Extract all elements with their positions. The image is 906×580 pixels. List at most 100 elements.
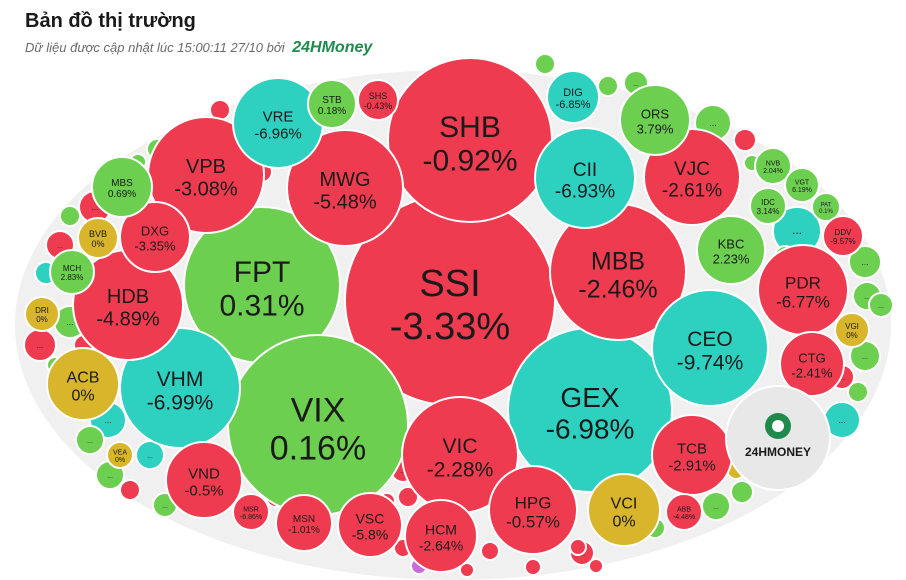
bubble-vhm[interactable]: [119, 327, 241, 449]
bubble-ddv[interactable]: [822, 215, 864, 257]
filler-bubble[interactable]: [480, 541, 500, 561]
bubble-vgt[interactable]: [784, 167, 820, 203]
ticker-label-vea: VEA: [113, 449, 127, 456]
more-label: ...: [57, 243, 63, 250]
brand-name[interactable]: 24HMoney: [292, 39, 373, 56]
ticker-label-ctg: CTG: [798, 351, 825, 366]
more-label: ...: [87, 438, 93, 445]
bubble-idc[interactable]: [749, 187, 787, 225]
ticker-label-stb: STB: [322, 95, 342, 106]
change-label-vnd: -0.5%: [184, 482, 223, 499]
change-label-abb: -4.48%: [673, 514, 695, 521]
filler-bubble[interactable]: [848, 245, 882, 279]
change-label-bvb: 0%: [91, 239, 104, 249]
ticker-label-vre: VRE: [263, 109, 294, 126]
filler-bubble[interactable]: [597, 75, 619, 97]
bubble-vea[interactable]: [106, 441, 134, 469]
more-label: ...: [92, 203, 99, 212]
filler-bubble[interactable]: [868, 292, 894, 318]
change-label-acb: 0%: [71, 387, 94, 404]
bubble-shs[interactable]: [357, 79, 399, 121]
bubble-vsc[interactable]: [337, 492, 403, 558]
more-label: ...: [838, 415, 846, 425]
ticker-label-ceo: CEO: [687, 328, 733, 351]
bubble-nvb[interactable]: [754, 147, 792, 185]
filler-bubble[interactable]: [534, 53, 556, 75]
change-label-hdb: -4.89%: [96, 308, 160, 330]
bubble-pat[interactable]: [811, 192, 841, 222]
filler-bubble[interactable]: [459, 562, 475, 578]
bubble-msn[interactable]: [275, 494, 333, 552]
bubble-dri[interactable]: [24, 296, 60, 332]
bubble-vgi[interactable]: [834, 312, 870, 348]
change-label-ddv: -9.57%: [830, 237, 855, 246]
filler-bubble[interactable]: [847, 381, 869, 403]
bubble-dxg[interactable]: [119, 201, 191, 273]
update-info: Dữ liệu được cập nhật lúc 15:00:11 27/10…: [25, 39, 372, 57]
filler-bubble[interactable]: [569, 538, 587, 556]
filler-bubble[interactable]: [524, 558, 542, 576]
ticker-label-pat: PAT: [821, 202, 832, 208]
filler-bubble[interactable]: [588, 558, 604, 574]
more-label: ...: [709, 118, 717, 128]
ticker-label-cii: CII: [573, 160, 597, 181]
ticker-label-ors: ORS: [641, 107, 670, 122]
change-label-vea: 0%: [115, 457, 125, 464]
ticker-label-shb: SHB: [439, 111, 501, 144]
more-label: ...: [864, 294, 870, 301]
ticker-label-vhm: VHM: [157, 368, 204, 391]
filler-bubble[interactable]: [75, 425, 105, 455]
bubble-cii[interactable]: [534, 127, 636, 229]
ticker-label-mwg: MWG: [319, 169, 370, 191]
bubble-ors[interactable]: [619, 84, 691, 156]
bubble-acb[interactable]: [46, 347, 120, 421]
change-label-ors: 3.79%: [637, 121, 674, 136]
bubble-bvb[interactable]: [77, 217, 119, 259]
filler-bubble[interactable]: [119, 479, 141, 501]
more-label: ...: [104, 415, 112, 425]
ticker-label-vsc: VSC: [356, 511, 385, 527]
bubble-dig[interactable]: [546, 70, 600, 124]
ticker-label-hpg: HPG: [515, 493, 552, 512]
bubble-mbs[interactable]: [91, 156, 153, 218]
ticker-label-hcm: HCM: [425, 522, 457, 538]
change-label-mbs: 0.69%: [108, 189, 136, 200]
bubble-stb[interactable]: [307, 79, 357, 129]
ticker-label-mbb: MBB: [591, 248, 645, 276]
more-label: ...: [147, 453, 153, 460]
bubble-vnd[interactable]: [165, 441, 243, 519]
change-label-mwg: -5.48%: [313, 191, 377, 213]
bubble-hpg[interactable]: [488, 465, 578, 555]
ticker-label-kbc: KBC: [718, 237, 745, 252]
change-label-hpg: -0.57%: [506, 512, 560, 531]
filler-bubble[interactable]: [730, 480, 754, 504]
bubble-ceo[interactable]: [651, 289, 769, 407]
ticker-label-idc: IDC: [761, 198, 775, 207]
change-label-gex: -6.98%: [546, 414, 635, 445]
bubble-msr[interactable]: [232, 493, 270, 531]
ticker-label-shs: SHS: [369, 91, 388, 101]
filler-bubble[interactable]: [733, 128, 757, 152]
change-label-ctg: -2.41%: [791, 365, 833, 380]
bubble-mch[interactable]: [49, 249, 95, 295]
bubble-abb[interactable]: [665, 493, 703, 531]
more-label: ...: [633, 81, 639, 88]
change-label-dri: 0%: [36, 315, 48, 324]
bubble-mwg[interactable]: [286, 129, 404, 247]
change-label-idc: 3.14%: [757, 207, 780, 216]
ticker-label-bvb: BVB: [89, 229, 107, 239]
page-title: Bản đồ thị trường: [25, 10, 196, 32]
more-label: ...: [107, 473, 113, 480]
bubble-ctg[interactable]: [779, 331, 845, 397]
change-label-shs: -0.43%: [364, 101, 393, 111]
change-label-vgi: 0%: [846, 331, 858, 340]
more-label: ...: [67, 318, 74, 327]
filler-bubble[interactable]: [397, 486, 419, 508]
brand-logo-dot: [772, 420, 784, 432]
change-label-ceo: -9.74%: [677, 351, 744, 374]
filler-bubble[interactable]: [59, 205, 81, 227]
bubble-vci[interactable]: [587, 473, 661, 547]
bubble-hcm[interactable]: [404, 499, 478, 573]
bubble-kbc[interactable]: [696, 215, 766, 285]
ticker-label-hdb: HDB: [107, 286, 149, 308]
